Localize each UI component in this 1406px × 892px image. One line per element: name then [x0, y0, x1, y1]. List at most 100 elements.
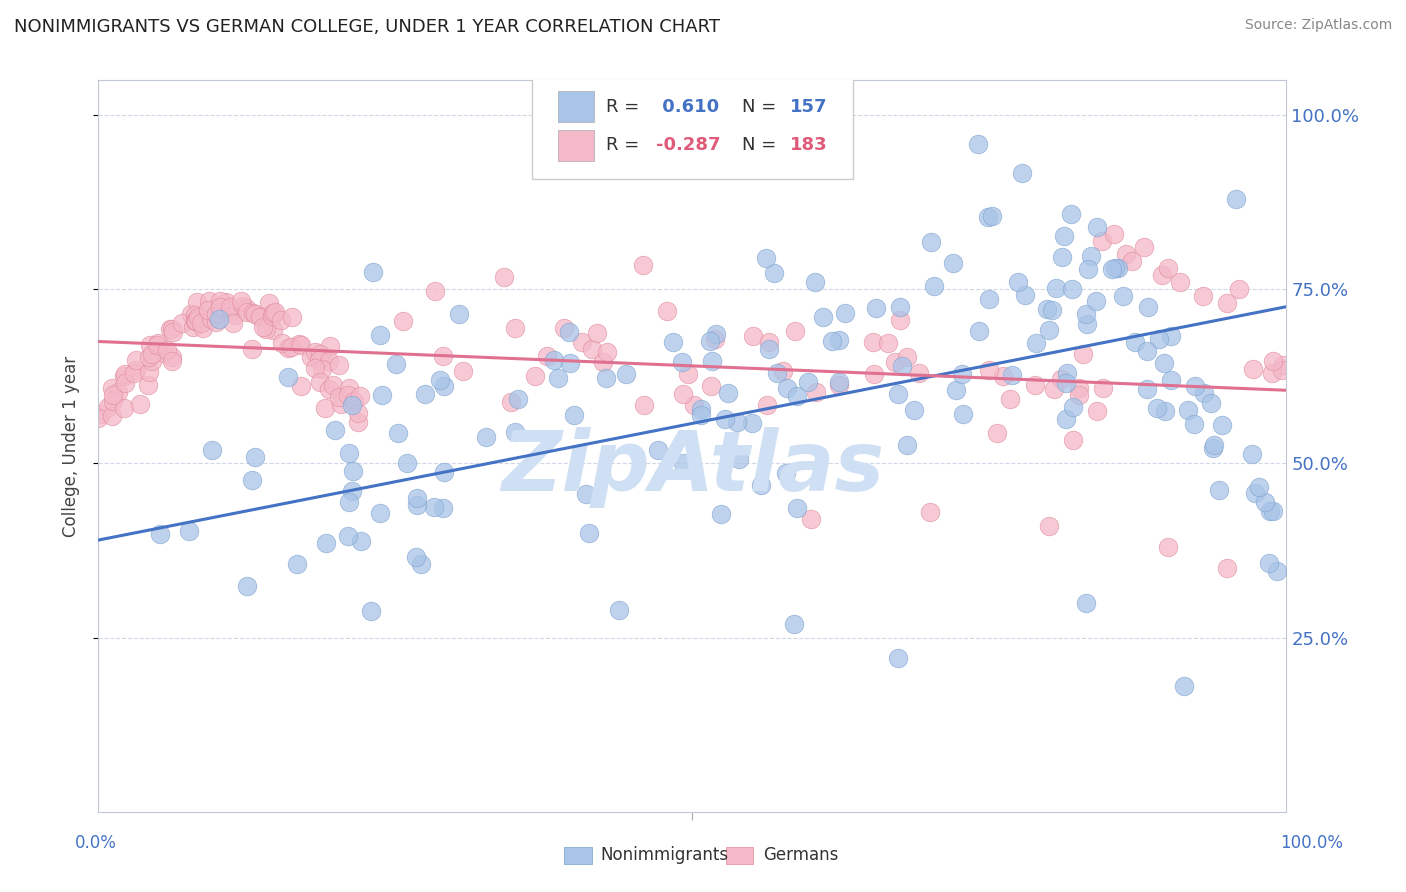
Point — [967, 136, 990, 151]
Point — [775, 466, 797, 480]
Point — [1154, 403, 1177, 417]
Point — [87, 410, 110, 425]
Point — [186, 312, 208, 326]
Point — [977, 210, 1000, 224]
Point — [887, 387, 910, 401]
Point — [287, 337, 309, 351]
Point — [647, 442, 669, 457]
Point — [222, 317, 245, 331]
Point — [124, 352, 146, 367]
Point — [547, 371, 569, 385]
Point — [1007, 275, 1029, 289]
Text: N =: N = — [742, 136, 782, 154]
Point — [756, 398, 779, 412]
Point — [232, 299, 254, 313]
Point — [758, 334, 780, 349]
Point — [285, 557, 308, 571]
Point — [141, 347, 163, 361]
Point — [690, 408, 713, 422]
Point — [1160, 328, 1182, 343]
Text: -0.287: -0.287 — [655, 136, 720, 154]
Point — [114, 367, 136, 381]
Point — [1115, 247, 1137, 261]
Point — [139, 337, 162, 351]
Point — [920, 235, 942, 249]
Point — [783, 616, 806, 631]
Point — [889, 300, 911, 314]
Point — [1168, 275, 1191, 289]
Point — [1261, 354, 1284, 368]
Point — [896, 438, 918, 452]
Point — [243, 450, 266, 464]
Point — [571, 334, 593, 349]
Point — [90, 407, 112, 421]
Point — [370, 388, 392, 402]
Point — [101, 409, 124, 423]
Point — [1085, 219, 1108, 234]
Point — [1156, 261, 1178, 276]
Point — [700, 353, 723, 368]
Point — [128, 397, 150, 411]
Text: 0.0%: 0.0% — [75, 834, 117, 852]
Point — [614, 368, 637, 382]
Point — [262, 323, 284, 337]
Point — [148, 336, 170, 351]
Point — [136, 378, 159, 392]
Point — [406, 491, 429, 506]
Point — [1184, 379, 1206, 393]
Point — [277, 341, 299, 355]
Point — [114, 376, 136, 390]
Point — [1056, 366, 1078, 380]
Point — [314, 401, 336, 415]
Point — [942, 256, 965, 270]
Point — [683, 398, 706, 412]
Point — [811, 310, 834, 324]
Point — [1202, 441, 1225, 455]
Point — [585, 326, 607, 340]
Point — [863, 367, 886, 381]
Point — [633, 398, 655, 412]
Point — [741, 416, 763, 430]
Point — [1024, 378, 1046, 392]
Point — [122, 366, 145, 380]
Point — [342, 464, 364, 478]
Point — [986, 425, 1008, 440]
Point — [690, 402, 713, 417]
Point — [184, 314, 207, 328]
Point — [190, 316, 212, 330]
Point — [343, 394, 366, 409]
Text: Germans: Germans — [763, 846, 839, 863]
Point — [1077, 262, 1099, 277]
Point — [101, 388, 124, 402]
Point — [219, 302, 242, 317]
Point — [1240, 446, 1263, 460]
Point — [429, 374, 451, 388]
Point — [1067, 381, 1090, 395]
Point — [204, 307, 226, 321]
Point — [447, 307, 470, 321]
Point — [1060, 282, 1083, 296]
Point — [977, 363, 1000, 377]
Point — [162, 354, 184, 368]
Point — [631, 258, 654, 272]
Point — [1265, 564, 1288, 578]
Text: 0.610: 0.610 — [655, 97, 718, 116]
Point — [785, 324, 807, 338]
Point — [1085, 293, 1108, 308]
Point — [1133, 240, 1156, 254]
Point — [224, 308, 246, 322]
Point — [208, 293, 231, 308]
Point — [967, 324, 990, 338]
Point — [277, 370, 299, 384]
Point — [1216, 296, 1239, 310]
Point — [786, 500, 808, 515]
Point — [229, 293, 252, 308]
Point — [1261, 366, 1284, 380]
Point — [1173, 679, 1195, 693]
Point — [1080, 249, 1102, 263]
Text: 157: 157 — [790, 97, 827, 116]
Point — [198, 293, 221, 308]
Point — [323, 423, 346, 437]
Point — [368, 506, 391, 520]
Point — [254, 322, 277, 336]
